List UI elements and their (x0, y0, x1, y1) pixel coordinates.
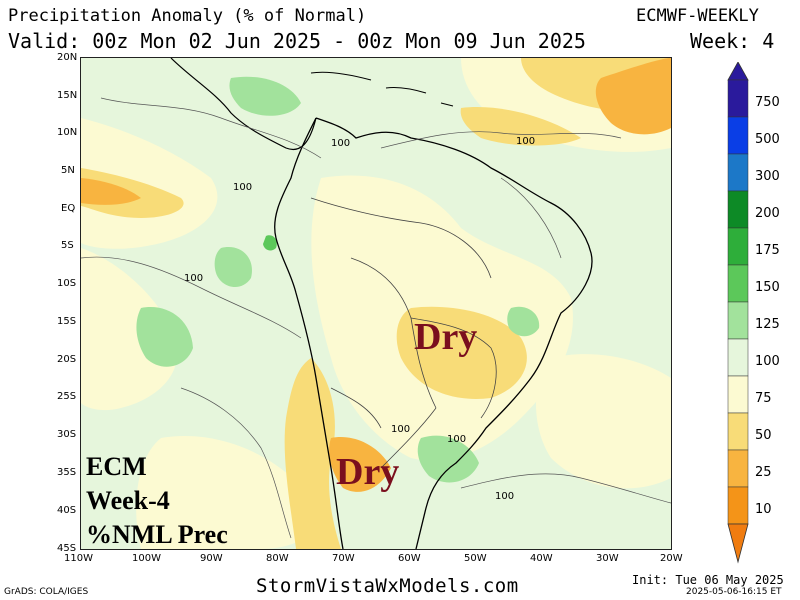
legend-label: 10 (755, 502, 772, 517)
week-label: Week: 4 (690, 29, 775, 53)
south-america-coastline (274, 117, 593, 549)
legend-label: 200 (755, 206, 780, 221)
above-normal-region (417, 435, 479, 483)
site-watermark: StormVistaWxModels.com (256, 575, 519, 597)
legend-label: 100 (755, 354, 780, 369)
above-normal-region (263, 235, 277, 251)
legend-label: 500 (755, 132, 780, 147)
lat-label: 20S (57, 354, 77, 365)
generated-timestamp: 2025-05-06-16:15 ET (686, 587, 782, 597)
above-normal-region (136, 307, 193, 367)
much-below-normal-region (329, 437, 391, 492)
dry-annotation-south: Dry (336, 451, 400, 493)
grads-credit: GrADS: COLA/IGES (4, 587, 89, 597)
legend-bar (727, 62, 749, 564)
valid-period: Valid: 00z Mon 02 Jun 2025 - 00z Mon 09 … (8, 29, 586, 53)
lat-label: EQ (61, 203, 76, 214)
legend-label: 300 (755, 169, 780, 184)
above-normal-region (214, 247, 252, 288)
country-borders (310, 197, 497, 469)
model-name: ECMWF-WEEKLY (636, 6, 759, 26)
caribbean-islands (310, 71, 454, 107)
lon-label: 60W (398, 553, 421, 564)
below-normal-region (536, 354, 671, 489)
lat-label: 35S (57, 467, 77, 478)
contour-label: 100 (184, 273, 203, 284)
below-normal-strong-region (460, 107, 581, 146)
legend-label: 175 (755, 243, 780, 258)
legend-swatch (727, 412, 749, 451)
above-normal-region (507, 306, 540, 337)
lon-label: 30W (596, 553, 619, 564)
contour-lines (81, 97, 671, 539)
below-normal-region (136, 436, 318, 549)
much-below-normal-region (81, 178, 141, 205)
legend-label: 750 (755, 95, 780, 110)
legend-swatch (727, 449, 749, 488)
lon-label: 50W (464, 553, 487, 564)
contour-label: 100 (233, 182, 252, 193)
lat-label: 20N (57, 52, 78, 63)
legend-swatch (727, 338, 749, 377)
lat-label: 15S (57, 316, 77, 327)
legend-swatch (727, 227, 749, 266)
contour-label: 100 (495, 491, 514, 502)
lon-label: 70W (332, 553, 355, 564)
lat-label: 5N (61, 165, 75, 176)
legend-swatch (727, 301, 749, 340)
contour-label: 100 (447, 434, 466, 445)
legend-label: 150 (755, 280, 780, 295)
much-below-normal-region (595, 58, 671, 135)
lat-label: 5S (61, 240, 74, 251)
legend-swatch (727, 79, 749, 118)
precipitation-anomaly-map: 100 100 100 100 100 100 100 (80, 57, 672, 550)
legend-swatch (727, 153, 749, 192)
lon-label: 40W (530, 553, 553, 564)
ecm-label: ECM (86, 452, 147, 481)
legend-swatch (727, 116, 749, 155)
dry-annotation-north: Dry (414, 316, 478, 358)
legend-label: 125 (755, 317, 780, 332)
lon-label: 90W (200, 553, 223, 564)
lon-label: 110W (64, 553, 93, 564)
lon-label: 80W (266, 553, 289, 564)
lat-label: 10N (57, 127, 78, 138)
legend-swatch (727, 264, 749, 303)
lat-label: 40S (57, 505, 77, 516)
legend-swatch (727, 486, 749, 525)
below-normal-strong-region (284, 358, 341, 549)
legend-label: 75 (755, 391, 772, 406)
map-title: Precipitation Anomaly (% of Normal) (8, 6, 367, 26)
legend-swatch (727, 375, 749, 414)
lon-label: 100W (132, 553, 161, 564)
lat-label: 30S (57, 429, 77, 440)
below-normal-strong-region (396, 306, 527, 399)
legend-bottom-arrow (727, 523, 749, 564)
contour-label: 100 (516, 136, 535, 147)
below-normal-region (81, 248, 178, 411)
map-canvas: 100 100 100 100 100 100 100 (81, 58, 671, 549)
init-time: Init: Tue 06 May 2025 (632, 573, 784, 587)
lat-label: 25S (57, 391, 77, 402)
contour-label: 100 (391, 424, 410, 435)
legend-label: 50 (755, 428, 772, 443)
legend-top-arrow (727, 62, 749, 81)
above-normal-region (229, 76, 301, 116)
legend-swatch (727, 190, 749, 229)
below-normal-region (81, 118, 218, 249)
lat-label: 10S (57, 278, 77, 289)
lat-label: 45S (57, 543, 77, 554)
week-4-label: Week-4 (86, 486, 170, 515)
contour-label: 100 (331, 138, 350, 149)
lon-label: 20W (660, 553, 683, 564)
legend-label: 25 (755, 465, 772, 480)
percent-normal-label: %NML Prec (86, 520, 228, 549)
lat-label: 15N (57, 90, 78, 101)
